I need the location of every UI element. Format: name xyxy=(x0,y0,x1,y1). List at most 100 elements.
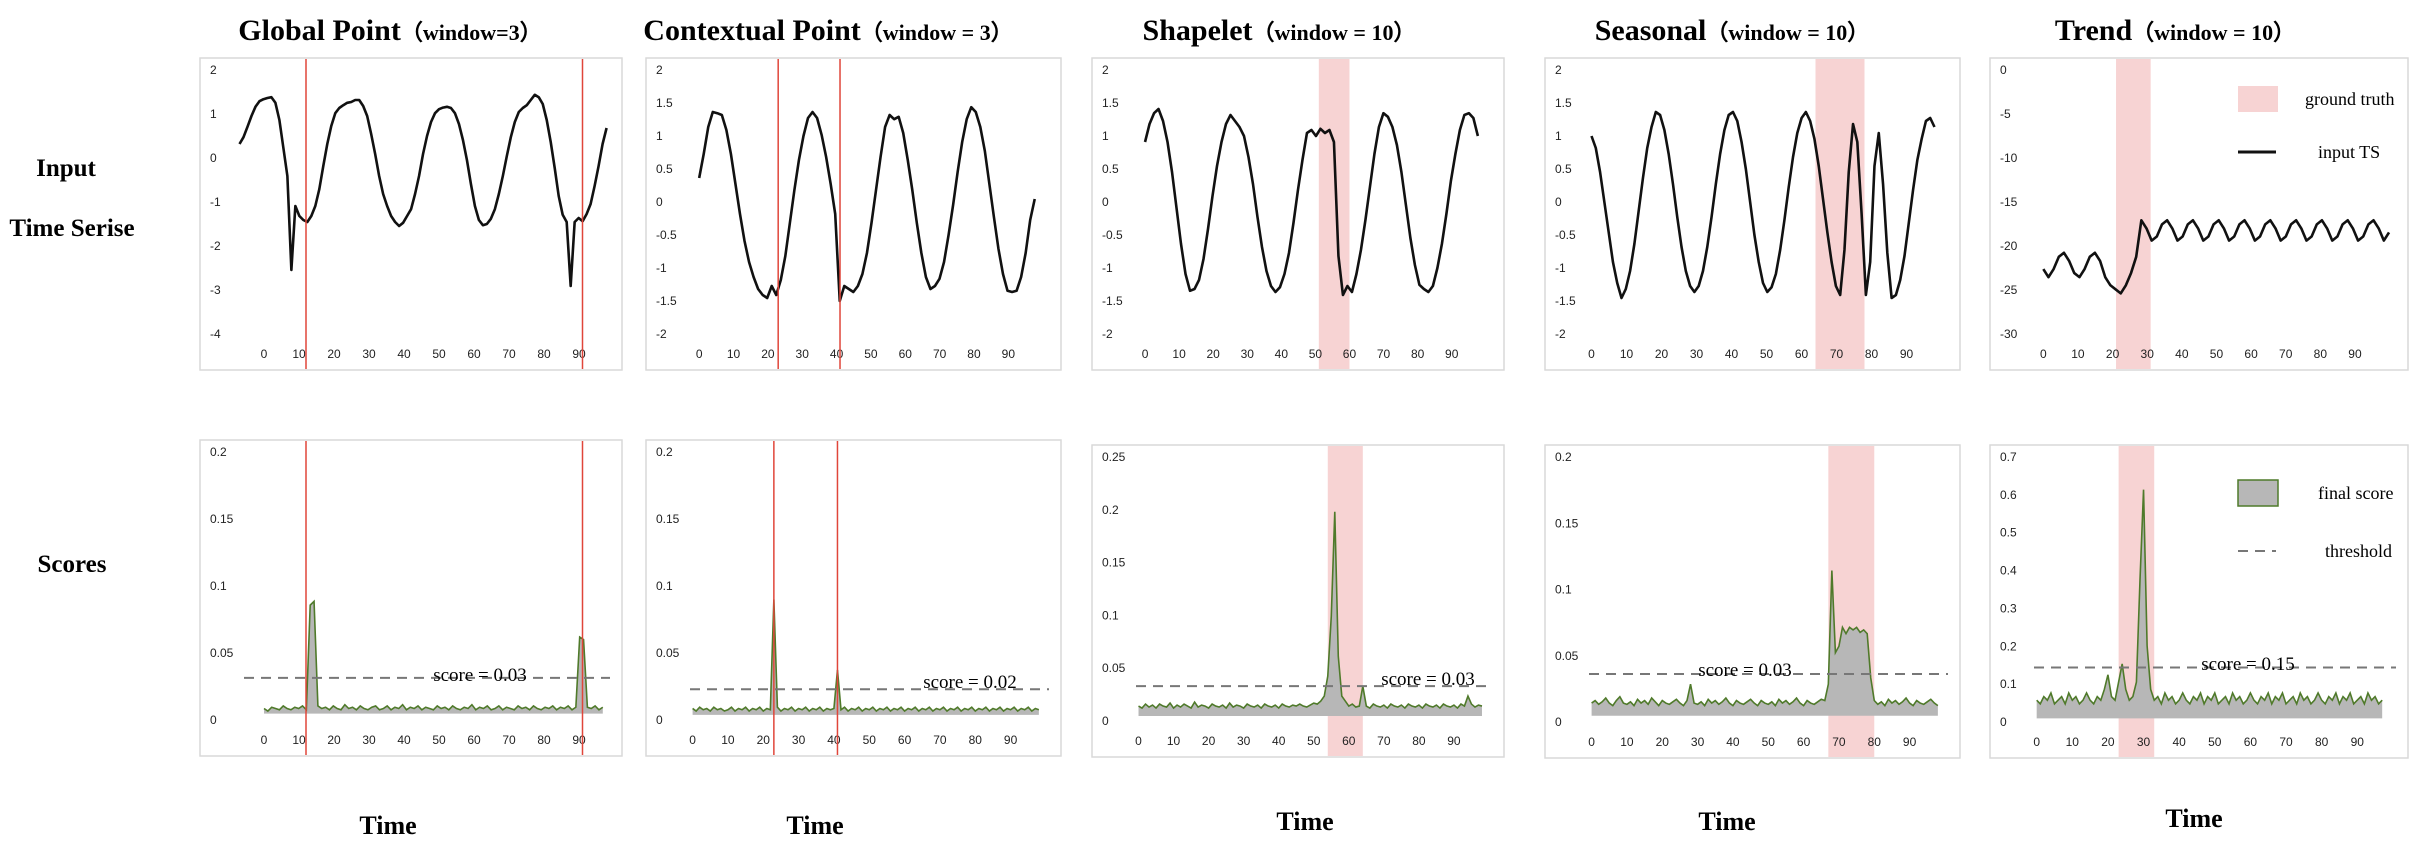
y-tick-label: 0 xyxy=(1102,714,1109,728)
y-tick-label: -1.5 xyxy=(1102,294,1123,308)
x-tick-label: 80 xyxy=(1868,735,1882,749)
x-tick-label: 20 xyxy=(761,347,775,361)
x-tick-label: 60 xyxy=(467,733,481,747)
score-annotation-2: score = 0.03 xyxy=(1381,669,1475,690)
x-tick-label: 50 xyxy=(1762,735,1776,749)
input-series-line xyxy=(2042,218,2391,295)
x-tick-label: 80 xyxy=(2315,735,2329,749)
x-tick-label: 20 xyxy=(2101,735,2115,749)
x-tick-label: 20 xyxy=(1207,347,1221,361)
ground-truth-region xyxy=(1318,59,1350,369)
legend-final-score-swatch xyxy=(2237,479,2279,507)
x-tick-label: 0 xyxy=(2033,735,2040,749)
x-axis-label-4: Time xyxy=(2165,804,2222,833)
input-chart-contextual-point: 2 1.5 1 0.5 0 -0.5 -1 -1.5 -2 0 10 20 30 40 50 60 70 80 90 xyxy=(645,57,1062,371)
x-tick-label: 60 xyxy=(1343,347,1357,361)
x-tick-label: 30 xyxy=(1690,347,1704,361)
x-tick-label: 30 xyxy=(2141,347,2155,361)
input-chart-seasonal: 2 1.5 1 0.5 0 -0.5 -1 -1.5 -2 0 10 20 30 40 50 60 70 80 90 xyxy=(1544,57,1961,371)
x-tick-label: 50 xyxy=(432,347,446,361)
x-tick-label: 40 xyxy=(1275,347,1289,361)
y-tick-label: 2 xyxy=(1555,63,1562,77)
x-tick-label: 20 xyxy=(757,733,771,747)
y-tick-label: -30 xyxy=(2000,327,2018,341)
x-tick-label: 60 xyxy=(2244,735,2258,749)
x-tick-label: 40 xyxy=(397,733,411,747)
x-tick-label: 90 xyxy=(1445,347,1459,361)
legend-ground-truth-swatch xyxy=(2238,86,2278,112)
y-tick-label: -4 xyxy=(210,327,221,341)
y-tick-label: 0.2 xyxy=(1555,450,1572,464)
x-tick-label: 50 xyxy=(432,733,446,747)
y-tick-label: 0 xyxy=(1102,195,1109,209)
svg-text:Shapelet（window = 10）: Shapelet（window = 10） xyxy=(1143,14,1416,47)
x-tick-label: 70 xyxy=(2279,735,2293,749)
x-tick-label: 30 xyxy=(362,347,376,361)
x-tick-label: 30 xyxy=(2137,735,2151,749)
y-tick-label: 1.5 xyxy=(1102,96,1119,110)
input-chart-trend: 0 -5 -10 -15 -20 -25 -30 0 10 20 30 40 50 60 70 80 90 xyxy=(1989,57,2409,371)
score-annotation-1: score = 0.02 xyxy=(923,672,1017,693)
y-tick-label: 1 xyxy=(656,129,663,143)
x-tick-label: 30 xyxy=(792,733,806,747)
x-tick-label: 90 xyxy=(572,733,586,747)
y-tick-label: 0.6 xyxy=(2000,488,2017,502)
y-tick-label: 0.5 xyxy=(2000,526,2017,540)
y-tick-label: 1.5 xyxy=(656,96,673,110)
x-axis-label-0: Time xyxy=(359,811,416,840)
y-tick-label: 0.05 xyxy=(656,646,680,660)
y-tick-label: 0 xyxy=(210,151,217,165)
x-tick-label: 70 xyxy=(502,347,516,361)
panel-title-main: Contextual Point xyxy=(643,14,861,47)
x-tick-label: 90 xyxy=(2351,735,2365,749)
row-label-scores: Scores xyxy=(38,551,107,578)
legend-ground-truth-label: ground truth xyxy=(2305,89,2395,109)
y-tick-label: 0.2 xyxy=(1102,503,1119,517)
x-tick-label: 30 xyxy=(1691,735,1705,749)
y-tick-label: 0.5 xyxy=(656,162,673,176)
x-tick-label: 60 xyxy=(2244,347,2258,361)
y-tick-label: 0.5 xyxy=(1555,162,1572,176)
score-line xyxy=(1591,570,1939,707)
x-tick-label: 10 xyxy=(1167,734,1181,748)
y-tick-label: 2 xyxy=(1102,63,1109,77)
x-tick-label: 60 xyxy=(467,347,481,361)
x-axis-label-2: Time xyxy=(1276,807,1333,836)
x-tick-label: 80 xyxy=(1412,734,1426,748)
y-tick-label: -3 xyxy=(210,283,221,297)
x-tick-label: 10 xyxy=(721,733,735,747)
y-tick-label: 0.15 xyxy=(210,512,234,526)
x-tick-label: 60 xyxy=(898,733,912,747)
y-tick-label: -2 xyxy=(1555,327,1566,341)
y-tick-label: 0 xyxy=(1555,715,1562,729)
panel-title-window: （window = 10） xyxy=(1706,20,1869,45)
score-chart-shapelet: 0.25 0.2 0.15 0.1 0.05 0 0 10 20 30 40 50 60 70 80 90 xyxy=(1091,444,1505,758)
y-tick-label: 0 xyxy=(1555,195,1562,209)
panel-title-4: Trend（window = 10） xyxy=(2055,14,2295,47)
y-tick-label: -0.5 xyxy=(1555,228,1576,242)
x-tick-label: 50 xyxy=(863,733,877,747)
panel-title-main: Global Point xyxy=(238,14,401,47)
x-tick-label: 40 xyxy=(2175,347,2189,361)
y-tick-label: 0.1 xyxy=(210,579,227,593)
x-tick-label: 40 xyxy=(397,347,411,361)
panel-title-window: （window = 10） xyxy=(1253,20,1416,45)
x-tick-label: 20 xyxy=(1655,347,1669,361)
panel-title-3: Seasonal（window = 10） xyxy=(1595,14,1870,47)
score-line xyxy=(2036,489,2383,706)
score-chart-trend: 0.7 0.6 0.5 0.4 0.3 0.2 0.1 0 0 10 20 30 40 50 60 70 80 9… xyxy=(1989,444,2409,759)
panel-title-1: Contextual Point（window = 3） xyxy=(643,14,1012,47)
y-tick-label: -1.5 xyxy=(1555,294,1576,308)
x-tick-label: 30 xyxy=(362,733,376,747)
y-tick-label: 0 xyxy=(2000,63,2007,77)
y-tick-label: -1 xyxy=(1555,261,1566,275)
y-tick-label: -20 xyxy=(2000,239,2018,253)
x-tick-label: 60 xyxy=(899,347,913,361)
x-tick-label: 80 xyxy=(969,733,983,747)
x-tick-label: 10 xyxy=(292,733,306,747)
input-series-line xyxy=(1590,110,1936,300)
input-chart-shapelet: 2 1.5 1 0.5 0 -0.5 -1 -1.5 -2 0 10 20 30 40 50 60 70 80 90 xyxy=(1091,57,1505,371)
x-tick-label: 60 xyxy=(1342,734,1356,748)
x-axis-label-1: Time xyxy=(786,811,843,840)
svg-text:Contextual Point（window = 3）: Contextual Point（window = 3） xyxy=(643,14,1012,47)
